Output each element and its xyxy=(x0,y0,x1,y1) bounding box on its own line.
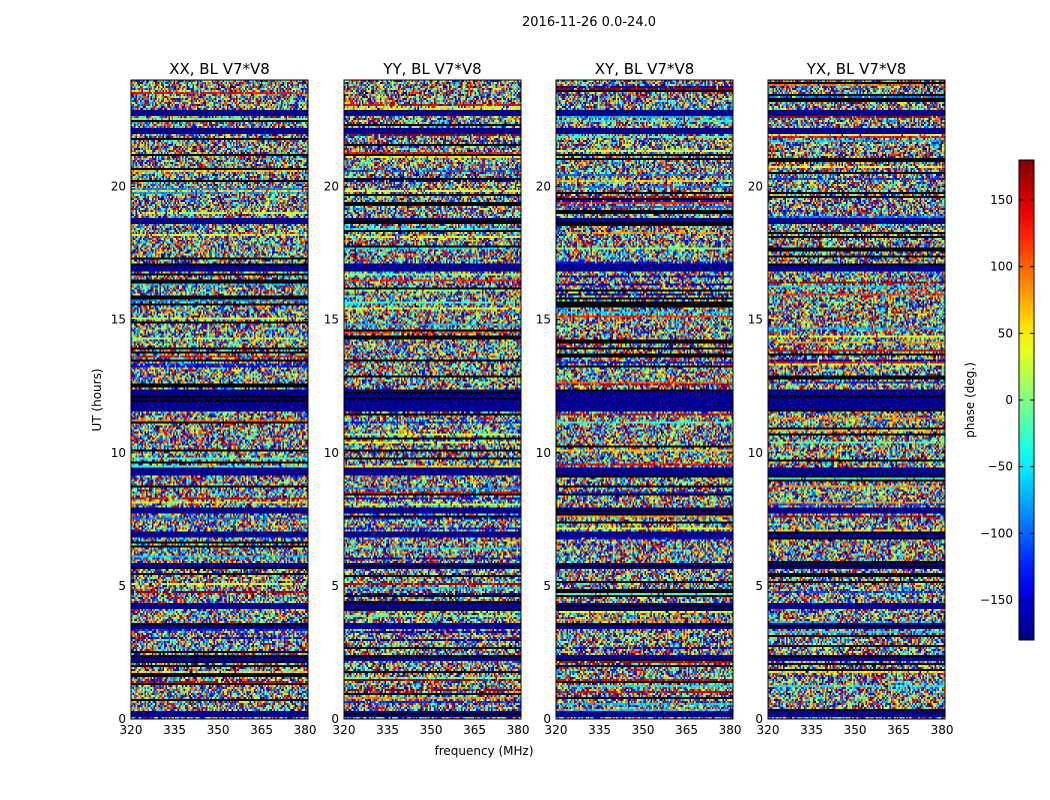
y-tick-label: 5 xyxy=(331,579,339,593)
x-tick-label: 320 xyxy=(120,723,143,737)
colorbar-tick-label: −100 xyxy=(980,526,1013,540)
y-tick-label: 20 xyxy=(324,180,339,194)
x-tick-label: 350 xyxy=(420,723,443,737)
y-tick-label: 10 xyxy=(324,446,339,460)
y-tick-label: 20 xyxy=(111,180,126,194)
x-tick-label: 320 xyxy=(757,723,780,737)
panel-2: YY, BL V7*V8 320 335 350 365 380 0 5 10 15 20 xyxy=(324,60,530,737)
y-tick-label: 20 xyxy=(536,180,551,194)
colorbar-tick-label: 0 xyxy=(1005,393,1013,407)
x-tick-label: 350 xyxy=(844,723,867,737)
axes-frame xyxy=(343,79,522,720)
y-tick-label: 10 xyxy=(536,446,551,460)
panel-title: XX, BL V7*V8 xyxy=(169,60,270,78)
y-tick-label: 0 xyxy=(755,712,763,726)
axes-frame xyxy=(767,79,946,720)
y-tick-label: 10 xyxy=(748,446,763,460)
y-tick-label: 5 xyxy=(118,579,126,593)
panel-1: XX, BL V7*V8 320 335 350 365 380 0 5 10 15 20 xyxy=(111,60,317,737)
phase-heatmap xyxy=(768,80,945,719)
axes-frame xyxy=(130,79,309,720)
x-tick-label: 380 xyxy=(507,723,530,737)
y-tick-label: 5 xyxy=(543,579,551,593)
x-tick-label: 335 xyxy=(163,723,186,737)
x-tick-label: 320 xyxy=(333,723,356,737)
x-axis-label: frequency (MHz) xyxy=(434,744,533,758)
x-tick-label: 335 xyxy=(588,723,611,737)
y-tick-label: 15 xyxy=(111,313,126,327)
colorbar-tick-label: −50 xyxy=(988,460,1013,474)
colorbar: −150 −100 −50 0 50 100 150 xyxy=(980,159,1035,641)
y-tick-label: 15 xyxy=(748,313,763,327)
x-tick-label: 365 xyxy=(463,723,486,737)
x-tick-label: 380 xyxy=(294,723,317,737)
x-tick-label: 365 xyxy=(250,723,273,737)
y-tick-label: 15 xyxy=(324,313,339,327)
colorbar-tick-label: −150 xyxy=(980,593,1013,607)
panel-3: XY, BL V7*V8 320 335 350 365 380 0 5 10 15 20 xyxy=(536,60,742,737)
colorbar-tick-label: 100 xyxy=(990,260,1013,274)
y-axis-label: UT (hours) xyxy=(90,368,104,431)
x-tick-label: 365 xyxy=(675,723,698,737)
x-tick-label: 350 xyxy=(632,723,655,737)
colorbar-label: phase (deg.) xyxy=(963,362,977,438)
y-tick-label: 20 xyxy=(748,180,763,194)
axes-frame xyxy=(555,79,734,720)
figure-title: 2016-11-26 0.0-24.0 xyxy=(522,15,656,30)
colorbar-gradient xyxy=(1019,160,1034,640)
panel-title: XY, BL V7*V8 xyxy=(595,60,695,78)
phase-heatmap xyxy=(131,80,308,719)
y-tick-label: 5 xyxy=(755,579,763,593)
colorbar-tick-label: 50 xyxy=(998,326,1013,340)
y-tick-label: 15 xyxy=(536,313,551,327)
x-tick-label: 350 xyxy=(207,723,230,737)
panel-title: YX, BL V7*V8 xyxy=(806,60,907,78)
y-tick-label: 0 xyxy=(331,712,339,726)
x-tick-label: 320 xyxy=(545,723,568,737)
x-tick-label: 365 xyxy=(887,723,910,737)
colorbar-tick-label: 150 xyxy=(990,193,1013,207)
y-tick-label: 10 xyxy=(111,446,126,460)
phase-heatmap xyxy=(344,80,521,719)
x-tick-label: 380 xyxy=(719,723,742,737)
y-tick-label: 0 xyxy=(118,712,126,726)
x-tick-label: 380 xyxy=(931,723,954,737)
x-tick-label: 335 xyxy=(800,723,823,737)
y-tick-label: 0 xyxy=(543,712,551,726)
panel-title: YY, BL V7*V8 xyxy=(382,60,481,78)
x-tick-label: 335 xyxy=(376,723,399,737)
phase-heatmap xyxy=(556,80,733,719)
panel-4: YX, BL V7*V8 320 335 350 365 380 0 5 10 15 20 xyxy=(748,60,954,737)
